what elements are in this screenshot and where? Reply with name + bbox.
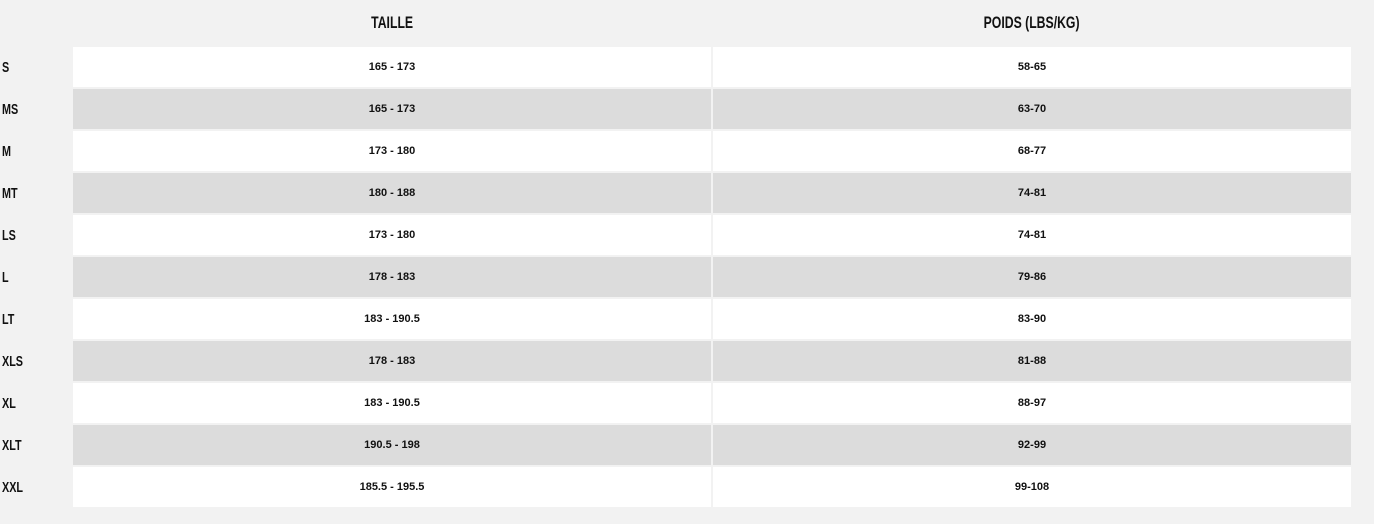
size-label: XXL: [2, 478, 24, 496]
size-label: MS: [2, 100, 19, 118]
taille-cell: 165 - 173: [73, 47, 711, 87]
taille-cell: 165 - 173: [73, 89, 711, 129]
poids-cell: 92-99: [713, 425, 1351, 465]
poids-cell: 83-90: [713, 299, 1351, 339]
size-chart-table: TAILLE POIDS (LBS/KG) S 165 - 173 58-65 MS 1…: [0, 0, 1351, 507]
taille-cell: 180 - 188: [73, 173, 711, 213]
taille-cell: 173 - 180: [73, 215, 711, 255]
poids-cell: 63-70: [713, 89, 1351, 129]
size-label: LT: [2, 310, 15, 328]
size-label: S: [2, 58, 10, 76]
taille-cell: 185.5 - 195.5: [73, 467, 711, 507]
size-label: XLS: [2, 352, 24, 370]
size-label: MT: [2, 184, 18, 202]
poids-cell: 68-77: [713, 131, 1351, 171]
poids-cell: 58-65: [713, 47, 1351, 87]
poids-cell: 74-81: [713, 173, 1351, 213]
taille-cell: 183 - 190.5: [73, 299, 711, 339]
poids-cell: 99-108: [713, 467, 1351, 507]
header-empty: [0, 0, 71, 45]
poids-cell: 79-86: [713, 257, 1351, 297]
header-poids: POIDS (LBS/KG): [984, 12, 1080, 32]
taille-cell: 178 - 183: [73, 257, 711, 297]
size-label: XLT: [2, 436, 22, 454]
poids-cell: 74-81: [713, 215, 1351, 255]
poids-cell: 81-88: [713, 341, 1351, 381]
taille-cell: 178 - 183: [73, 341, 711, 381]
size-label: LS: [2, 226, 16, 244]
size-label: XL: [2, 394, 16, 412]
header-taille: TAILLE: [371, 12, 413, 32]
size-label: M: [2, 142, 11, 160]
taille-cell: 190.5 - 198: [73, 425, 711, 465]
taille-cell: 173 - 180: [73, 131, 711, 171]
taille-cell: 183 - 190.5: [73, 383, 711, 423]
poids-cell: 88-97: [713, 383, 1351, 423]
size-label: L: [2, 268, 9, 286]
